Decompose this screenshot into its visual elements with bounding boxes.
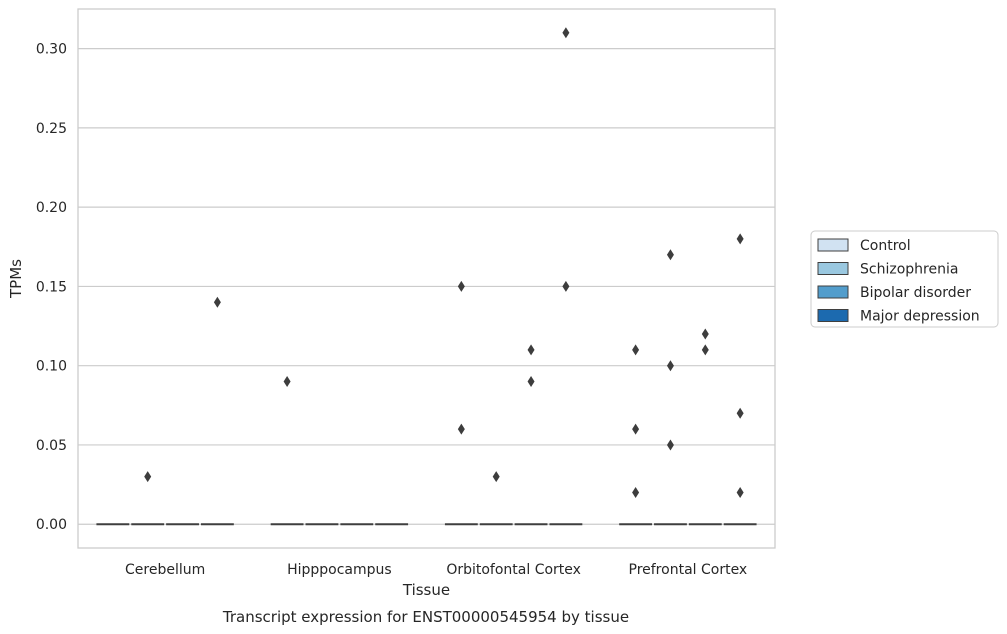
outlier-point bbox=[666, 439, 674, 451]
y-tick-label: 0.15 bbox=[36, 279, 67, 295]
outlier-point bbox=[562, 27, 570, 39]
outlier-point bbox=[632, 487, 640, 499]
outlier-point bbox=[736, 407, 744, 419]
x-axis-ticks: Cerebellum Hipppocampus Orbitofontal Corte… bbox=[125, 562, 747, 578]
outlier-point bbox=[213, 296, 221, 308]
y-tick-label: 0.20 bbox=[36, 200, 67, 216]
legend-label: Schizophrenia bbox=[860, 262, 958, 278]
outlier-point bbox=[632, 344, 640, 356]
outlier-point bbox=[632, 423, 640, 435]
legend-swatch bbox=[817, 262, 849, 275]
x-axis-label: Tissue bbox=[402, 581, 450, 599]
y-tick-label: 0.05 bbox=[36, 438, 67, 454]
legend-swatch bbox=[817, 285, 849, 299]
y-axis-ticks: 0.00 0.05 0.10 0.15 0.20 0.25 0.30 bbox=[36, 42, 67, 534]
plot-frame bbox=[77, 8, 776, 549]
outlier-point bbox=[666, 249, 674, 261]
legend-swatch bbox=[817, 238, 849, 252]
outlier-point bbox=[666, 360, 674, 372]
outlier-point bbox=[527, 344, 535, 356]
outlier-point bbox=[144, 471, 152, 483]
y-tick-label: 0.00 bbox=[36, 517, 67, 533]
outlier-point bbox=[736, 487, 744, 499]
y-tick-label: 0.25 bbox=[36, 121, 67, 137]
outlier-point bbox=[457, 423, 465, 435]
outlier-point bbox=[701, 328, 709, 340]
y-tick-label: 0.30 bbox=[36, 42, 67, 58]
outlier-point bbox=[736, 233, 744, 245]
outlier-point bbox=[562, 280, 570, 292]
gridlines bbox=[78, 48, 775, 525]
y-axis-label: TPMs bbox=[7, 259, 25, 299]
legend-label: Bipolar disorder bbox=[860, 285, 971, 301]
chart-caption: Transcript expression for ENST0000054595… bbox=[222, 608, 629, 626]
outlier-point bbox=[457, 280, 465, 292]
legend-swatch bbox=[817, 309, 849, 322]
legend-label: Major depression bbox=[860, 309, 980, 325]
outlier-point bbox=[283, 376, 291, 388]
legend-label: Control bbox=[860, 238, 911, 254]
legend-box bbox=[810, 230, 999, 328]
x-tick-label: Prefrontal Cortex bbox=[629, 562, 748, 578]
outlier-point bbox=[527, 376, 535, 388]
outlier-point bbox=[701, 344, 709, 356]
outlier-point bbox=[492, 471, 500, 483]
outlier-group bbox=[144, 27, 744, 499]
y-tick-label: 0.10 bbox=[36, 359, 67, 375]
x-tick-label: Hipppocampus bbox=[287, 562, 392, 578]
legend: Control Schizophrenia Bipolar disorder Majo… bbox=[810, 230, 999, 328]
x-tick-label: Orbitofontal Cortex bbox=[446, 562, 581, 578]
x-tick-label: Cerebellum bbox=[125, 562, 205, 578]
